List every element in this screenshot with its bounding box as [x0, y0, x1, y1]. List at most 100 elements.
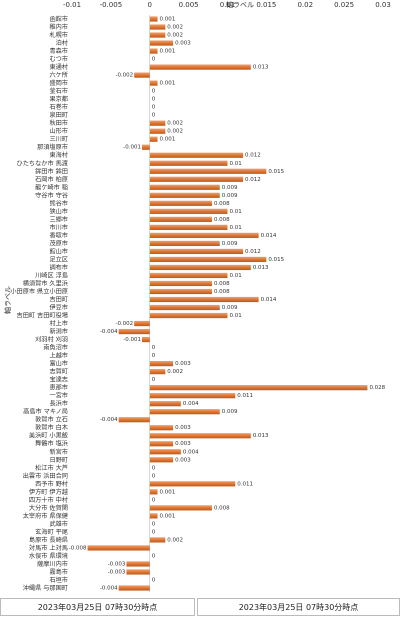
value-label: 0	[152, 97, 156, 103]
bar	[149, 441, 174, 447]
y-tick-label: 薩摩川内市	[37, 560, 68, 568]
y-tick-label: 六ケ所	[49, 71, 68, 79]
bar	[149, 168, 267, 174]
value-label: 0.003	[175, 441, 191, 447]
y-tick-label: 吉田町 吉田町役場	[17, 312, 68, 320]
bar	[141, 144, 150, 150]
y-tick-label: 秋田市	[49, 119, 68, 127]
bar	[149, 256, 267, 263]
bar	[149, 505, 212, 511]
y-tick-label: 函館市	[49, 15, 68, 23]
y-tick-label: 武雄市	[49, 520, 68, 528]
bar	[141, 336, 150, 343]
value-label: 0.01	[230, 209, 242, 215]
value-label: 0	[152, 353, 156, 359]
y-tick-label: 高島市 マキノ局	[23, 408, 68, 416]
value-label: 0	[152, 377, 156, 383]
y-tick-label: 盛岡市	[49, 79, 68, 87]
value-label: 0.009	[222, 193, 238, 199]
bar	[149, 280, 212, 287]
value-label: 0.002	[167, 33, 183, 39]
value-label: 0	[152, 473, 156, 479]
bar	[149, 304, 220, 311]
bar	[149, 385, 368, 391]
x-tick-label: -0.01	[63, 1, 81, 9]
x-tick-label: 0.03	[375, 1, 391, 9]
y-tick-label: 泉田町	[49, 111, 68, 119]
y-tick-label: 龍ケ崎市 稲	[35, 183, 68, 191]
y-tick-label: 山形市	[49, 127, 68, 135]
y-tick-label: 東海村	[49, 151, 68, 159]
value-label: 0	[152, 553, 156, 559]
value-label: 0	[152, 529, 156, 535]
bar	[149, 537, 166, 543]
bar	[149, 232, 259, 238]
value-label: 0.001	[160, 513, 176, 519]
y-tick-label: 札幌市	[49, 31, 68, 39]
y-tick-label: 小田原市 県立小田原	[10, 287, 68, 295]
bar	[118, 328, 150, 335]
y-tick-label: 青森市	[49, 47, 68, 55]
y-tick-label: 富山市	[49, 360, 68, 368]
bar	[149, 312, 228, 319]
y-tick-label: 一宮市	[49, 392, 68, 400]
bar	[149, 489, 158, 495]
value-label: 0.008	[214, 201, 230, 207]
y-tick-label: 霧島市	[49, 568, 68, 576]
value-label: 0.015	[268, 169, 284, 175]
y-tick-label: 敦賀市 立石	[35, 416, 68, 424]
bar	[149, 64, 251, 70]
y-tick-label: 果京都	[49, 95, 68, 103]
value-label: 0.002	[167, 25, 183, 31]
bar	[149, 48, 158, 54]
value-label: 0.014	[261, 297, 277, 303]
y-tick-label: 恵那市	[49, 384, 68, 392]
bar	[149, 184, 220, 190]
value-label: -0.001	[123, 337, 141, 343]
y-tick-label: 村上市	[49, 320, 68, 328]
bar	[149, 200, 212, 206]
value-label: 0.001	[160, 489, 176, 495]
bar	[126, 569, 150, 575]
value-label: 0	[152, 497, 156, 503]
y-tick-label: 新宮市	[49, 448, 68, 456]
bar	[149, 80, 158, 86]
x-tick-label: 0.005	[179, 1, 199, 9]
y-tick-label: 沖縄県 与那国町	[23, 584, 68, 592]
y-tick-label: 宝達志	[49, 376, 68, 384]
y-tick-label: 出雲市 浜田合同	[23, 472, 68, 480]
y-tick-label: 稚内市	[49, 23, 68, 31]
value-label: 0.014	[261, 233, 277, 239]
value-label: 0.004	[183, 449, 199, 455]
bar	[149, 216, 212, 222]
bar	[149, 272, 228, 279]
bar	[149, 481, 236, 487]
bar	[149, 160, 228, 166]
y-axis-title: 軸ラベル	[3, 286, 12, 314]
value-label: 0.008	[214, 289, 230, 295]
value-label: 0.009	[222, 185, 238, 191]
value-label: -0.004	[100, 329, 118, 335]
bar	[134, 72, 150, 78]
bar	[149, 296, 259, 303]
value-label: 0.003	[175, 457, 191, 463]
y-tick-label: 三郷市	[49, 215, 68, 223]
value-label: 0.008	[214, 505, 230, 511]
value-label: 0	[152, 57, 156, 63]
x-tick-label: -0.005	[100, 1, 123, 9]
y-tick-label: 川崎区 浮島	[35, 271, 68, 279]
value-label: 0.01	[230, 161, 242, 167]
bar	[118, 585, 150, 591]
y-tick-label: 対馬市 上対馬	[29, 544, 68, 552]
value-label: 0.001	[160, 137, 176, 143]
value-label: 0.003	[175, 41, 191, 47]
value-label: 0.009	[222, 409, 238, 415]
value-label: 0.011	[237, 481, 253, 487]
bar	[149, 32, 166, 38]
y-tick-label: 守谷市 守谷	[35, 191, 68, 199]
y-tick-label: 香取市	[49, 231, 68, 239]
value-label: 0.013	[253, 433, 269, 439]
y-tick-label: 水俣市 県環境	[29, 552, 68, 560]
y-tick-label: 西予市 野村	[35, 480, 68, 488]
